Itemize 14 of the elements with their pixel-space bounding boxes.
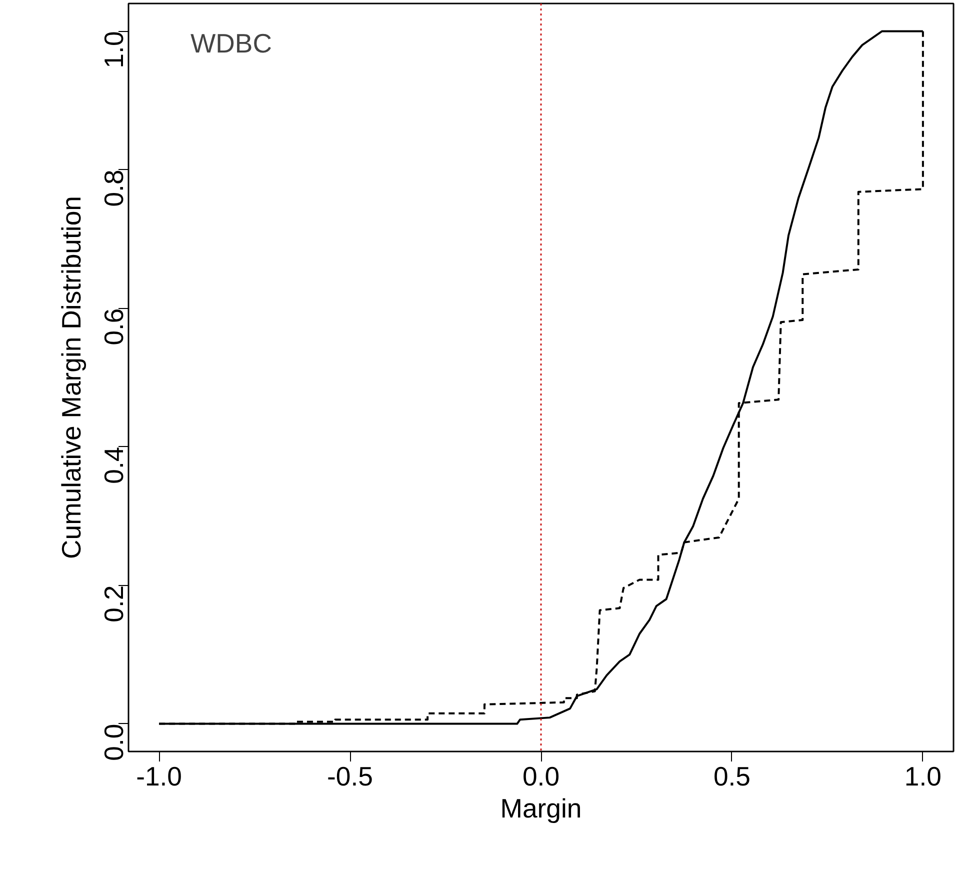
x-tick-label: 0.0	[522, 762, 560, 792]
y-tick-label: 0.6	[99, 308, 129, 346]
y-axis-title: Cumulative Margin Distribution	[56, 196, 86, 559]
x-axis-title: Margin	[500, 794, 582, 824]
y-tick-label: 0.0	[99, 724, 129, 761]
x-tick-label: -1.0	[136, 762, 182, 792]
y-tick-label: 0.4	[99, 446, 129, 484]
x-tick-label: 0.5	[713, 762, 751, 792]
x-tick-label: 1.0	[904, 762, 942, 792]
y-tick-label: 0.8	[99, 170, 129, 207]
y-tick-label: 0.2	[99, 585, 129, 622]
annotation: WDBC	[190, 28, 272, 58]
y-tick-label: 1.0	[99, 31, 129, 68]
x-tick-label: -0.5	[327, 762, 373, 792]
